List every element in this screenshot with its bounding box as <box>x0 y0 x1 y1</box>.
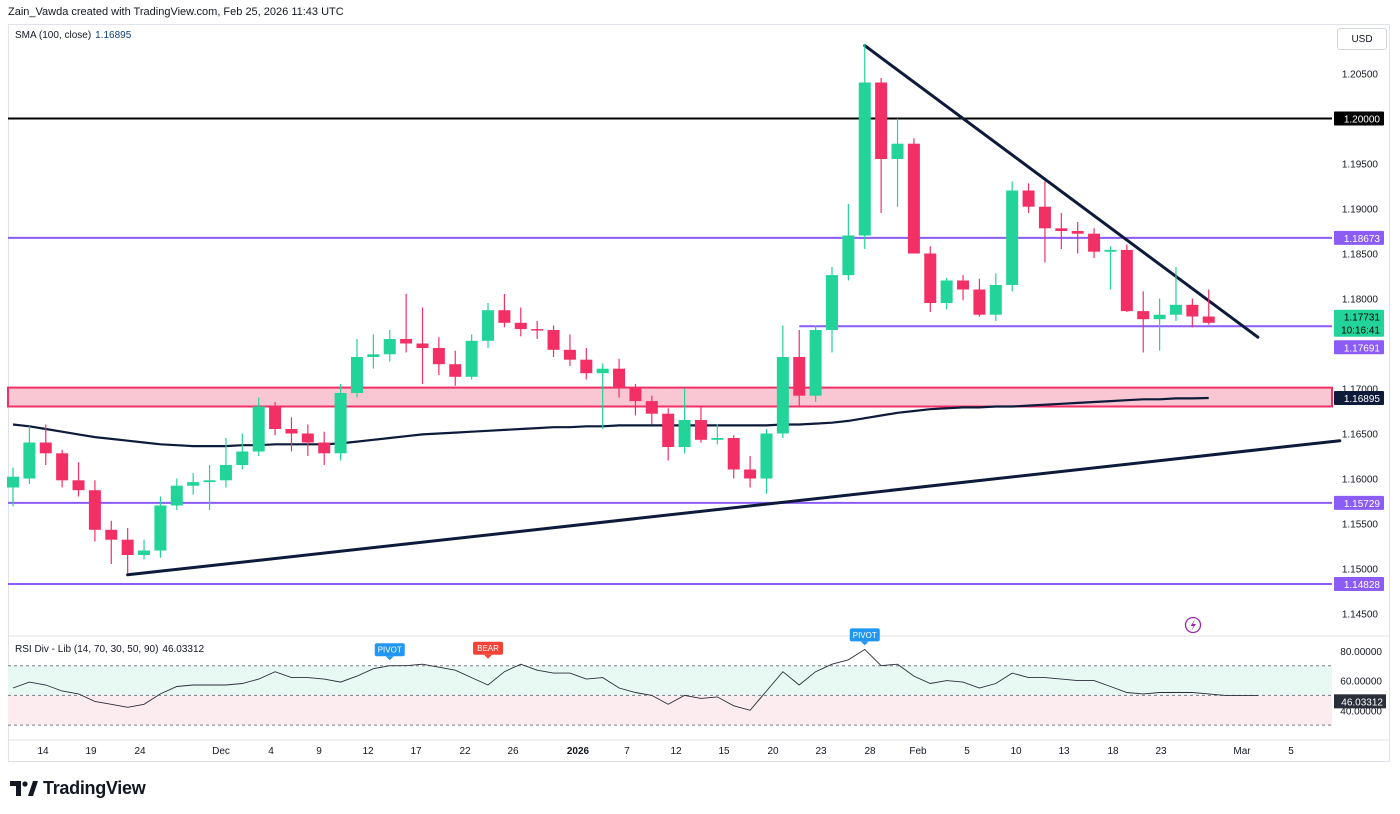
brand-name: TradingView <box>43 778 146 798</box>
sma-legend[interactable]: SMA (100, close) 1.16895 <box>15 30 131 41</box>
currency-button[interactable]: USD <box>1337 28 1387 50</box>
tradingview-logo[interactable]: TradingView <box>10 778 146 799</box>
tradingview-logo-icon <box>10 781 38 796</box>
rsi-legend[interactable]: RSI Div - Lib (14, 70, 30, 50, 90) 46.033… <box>15 644 204 655</box>
rsi-legend-label: RSI Div - Lib (14, 70, 30, 50, 90) <box>15 644 159 655</box>
rsi-legend-value: 46.03312 <box>162 644 205 655</box>
sma-legend-value: 1.16895 <box>95 30 132 41</box>
sma-legend-label: SMA (100, close) <box>15 30 92 41</box>
chart-frame <box>8 24 1390 762</box>
chart-attribution: Zain_Vawda created with TradingView.com,… <box>8 6 344 18</box>
